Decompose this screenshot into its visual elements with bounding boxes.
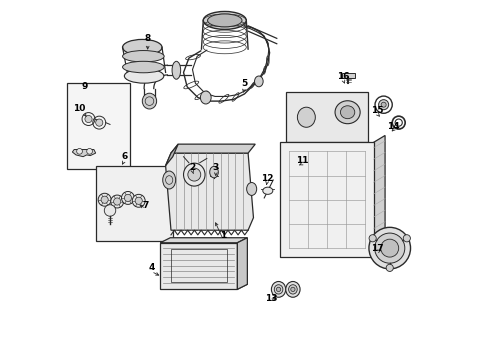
Ellipse shape <box>254 76 263 87</box>
Polygon shape <box>171 144 255 153</box>
Ellipse shape <box>274 285 282 294</box>
Ellipse shape <box>86 148 92 154</box>
Polygon shape <box>285 92 367 142</box>
Bar <box>67 83 129 169</box>
Text: 16: 16 <box>336 72 348 81</box>
Ellipse shape <box>378 100 388 110</box>
Ellipse shape <box>110 195 123 208</box>
Ellipse shape <box>380 239 398 257</box>
Ellipse shape <box>207 14 242 27</box>
Ellipse shape <box>340 106 354 119</box>
Ellipse shape <box>271 282 285 297</box>
Ellipse shape <box>288 285 297 294</box>
Ellipse shape <box>113 198 121 205</box>
Ellipse shape <box>77 148 82 154</box>
Text: 15: 15 <box>370 105 383 114</box>
Ellipse shape <box>122 50 164 62</box>
Polygon shape <box>280 250 384 257</box>
Text: 1: 1 <box>220 231 225 240</box>
Text: 8: 8 <box>144 34 150 43</box>
Bar <box>171 249 226 282</box>
Bar <box>96 166 172 241</box>
Ellipse shape <box>101 196 108 203</box>
Ellipse shape <box>386 264 392 271</box>
Text: 2: 2 <box>189 163 195 172</box>
Ellipse shape <box>98 193 111 206</box>
Text: 12: 12 <box>260 174 273 183</box>
Ellipse shape <box>297 107 315 127</box>
Ellipse shape <box>276 287 280 292</box>
Text: 17: 17 <box>370 244 383 253</box>
Ellipse shape <box>172 61 180 79</box>
Ellipse shape <box>209 166 218 178</box>
Text: 14: 14 <box>386 122 399 131</box>
Ellipse shape <box>122 61 164 73</box>
Ellipse shape <box>285 282 300 297</box>
Polygon shape <box>160 243 237 289</box>
Ellipse shape <box>85 116 92 123</box>
Ellipse shape <box>163 171 175 189</box>
Text: 11: 11 <box>295 156 307 165</box>
Text: 10: 10 <box>73 104 85 113</box>
Polygon shape <box>237 238 247 289</box>
Ellipse shape <box>122 40 162 55</box>
Ellipse shape <box>135 197 142 204</box>
Ellipse shape <box>200 91 211 104</box>
Text: 4: 4 <box>148 264 154 273</box>
Ellipse shape <box>262 187 272 194</box>
Polygon shape <box>373 135 384 257</box>
Ellipse shape <box>132 194 145 207</box>
Text: 13: 13 <box>264 294 277 303</box>
Polygon shape <box>341 73 354 78</box>
Ellipse shape <box>380 102 386 107</box>
Ellipse shape <box>124 69 163 83</box>
Ellipse shape <box>142 93 156 109</box>
Polygon shape <box>72 149 96 157</box>
Ellipse shape <box>374 233 404 263</box>
Ellipse shape <box>334 101 360 124</box>
Ellipse shape <box>203 12 246 30</box>
Text: 7: 7 <box>142 201 149 210</box>
Ellipse shape <box>368 227 410 269</box>
Text: 6: 6 <box>121 152 127 161</box>
Ellipse shape <box>104 205 116 216</box>
Polygon shape <box>160 284 247 289</box>
Ellipse shape <box>290 287 294 292</box>
Text: 5: 5 <box>241 79 247 88</box>
Ellipse shape <box>403 235 409 242</box>
Text: 9: 9 <box>81 82 88 91</box>
Text: 3: 3 <box>212 163 219 172</box>
Ellipse shape <box>121 192 134 204</box>
Ellipse shape <box>246 183 256 195</box>
Ellipse shape <box>124 194 131 202</box>
Polygon shape <box>160 238 247 243</box>
Polygon shape <box>280 142 373 257</box>
Polygon shape <box>165 153 253 230</box>
Polygon shape <box>165 144 178 166</box>
Ellipse shape <box>96 119 102 126</box>
Ellipse shape <box>368 235 375 242</box>
Ellipse shape <box>187 168 201 181</box>
Ellipse shape <box>183 163 204 186</box>
